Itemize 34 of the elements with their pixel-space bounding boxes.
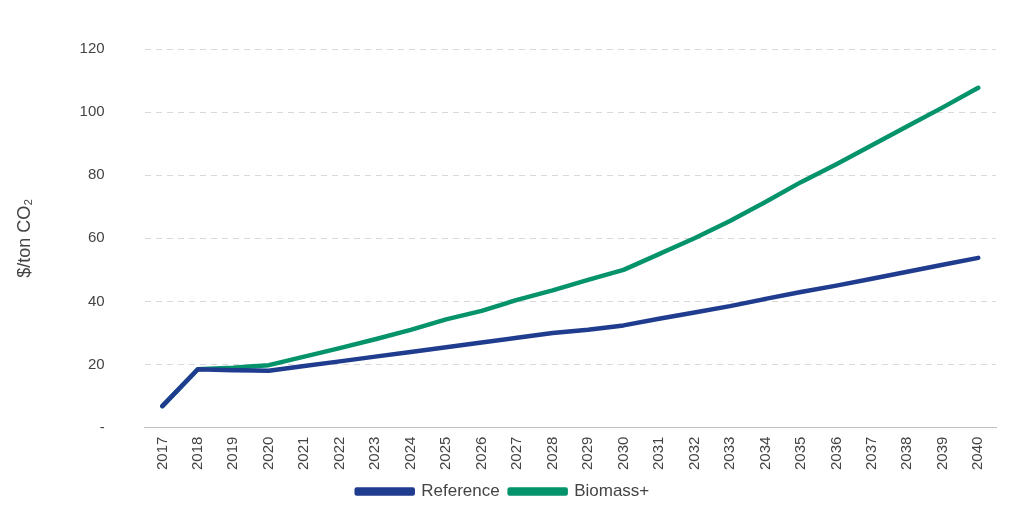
x-tick-label: 2017: [152, 436, 170, 471]
x-tick-label: 2040: [968, 436, 986, 471]
y-tick-label: 120: [79, 39, 105, 57]
y-axis-title: $/ton CO₂: [13, 198, 34, 278]
y-tick-label: 100: [79, 102, 105, 120]
x-tick-label: 2019: [223, 436, 241, 471]
x-tick-label: 2022: [329, 436, 347, 471]
x-tick-label: 2024: [400, 436, 418, 471]
y-tick-label: 40: [87, 291, 105, 309]
y-tick-label: -: [99, 417, 105, 435]
x-tick-label: 2018: [187, 436, 205, 471]
x-tick-label: 2020: [258, 436, 276, 471]
x-tick-label: 2035: [791, 436, 809, 471]
x-tick-label: 2023: [365, 436, 383, 471]
x-tick-label: 2036: [826, 436, 844, 471]
y-tick-label: 80: [87, 165, 105, 183]
x-tick-label: 2033: [720, 436, 738, 471]
y-tick-label: 60: [87, 228, 105, 246]
x-tick-label: 2026: [471, 436, 489, 471]
x-tick-label: 2031: [649, 436, 667, 471]
legend-label: Biomass+: [574, 481, 650, 501]
y-tick-label: 20: [87, 354, 105, 372]
x-tick-label: 2028: [542, 436, 560, 471]
x-tick-label: 2029: [578, 436, 596, 471]
x-tick-label: 2039: [932, 436, 950, 471]
x-tick-label: 2032: [684, 436, 702, 471]
x-tick-label: 2025: [436, 436, 454, 471]
legend-label: Reference: [421, 481, 500, 501]
x-tick-label: 2027: [507, 436, 525, 471]
x-tick-label: 2030: [613, 436, 631, 471]
x-tick-label: 2021: [294, 436, 312, 471]
x-tick-label: 2038: [897, 436, 915, 471]
x-tick-label: 2037: [861, 436, 879, 471]
x-tick-label: 2034: [755, 436, 773, 471]
